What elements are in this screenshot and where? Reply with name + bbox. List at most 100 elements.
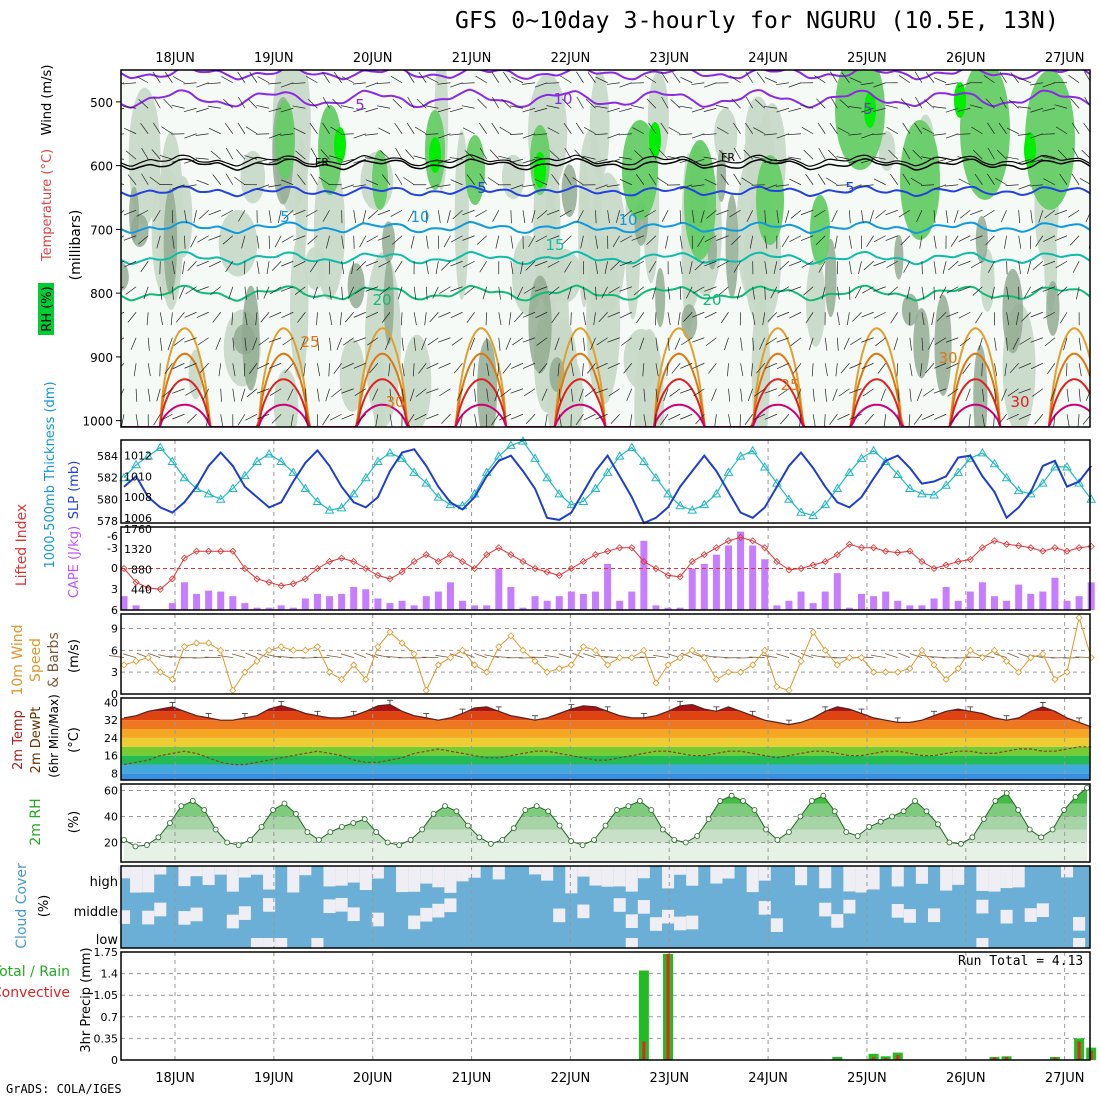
wind-barb <box>606 184 620 187</box>
wind-barb <box>416 98 427 109</box>
wind-barb <box>510 235 514 249</box>
surface-wind-barb <box>558 653 572 659</box>
wind-barb <box>994 363 998 377</box>
precip-unit-label: 3hr Precip (mm) <box>79 947 94 1052</box>
wind-barb <box>1018 184 1031 190</box>
cloud-mid-cell <box>432 903 445 918</box>
cloud-mid-cell <box>154 902 167 917</box>
wind-barb <box>280 157 294 160</box>
wind-barb <box>392 235 403 245</box>
rh-shade <box>805 256 826 347</box>
pressure-tick-label: 600 <box>90 160 113 174</box>
wind-barb <box>236 149 246 160</box>
wind-barb <box>489 149 500 160</box>
wind-barb <box>945 184 959 187</box>
rh-shade <box>878 130 896 172</box>
wind-barb <box>756 363 766 374</box>
wind-barb <box>147 337 150 351</box>
wind-barb <box>333 363 342 374</box>
wind-barb <box>464 286 475 296</box>
top-date-label: 25JUN <box>847 51 887 66</box>
wind-barb <box>244 155 258 160</box>
surface-wind-barb <box>158 654 173 659</box>
cape-bar <box>942 586 950 610</box>
wind-barb <box>336 337 342 351</box>
precip-tick-label: 0.7 <box>101 1011 119 1024</box>
cape-bar <box>785 600 793 610</box>
wind-barb <box>474 388 476 402</box>
wind-barb <box>643 414 647 427</box>
wind-barb <box>770 286 778 299</box>
wind-barb <box>256 105 270 109</box>
wind-speed-point <box>894 668 902 676</box>
cape-bar <box>434 591 442 610</box>
wind-speed-point <box>350 661 358 669</box>
wind-barb <box>508 312 512 326</box>
wind-barb <box>668 413 681 421</box>
wind-barb <box>912 149 923 160</box>
wind-barb <box>525 414 536 424</box>
wind-barb <box>621 337 632 346</box>
wind-barb <box>376 82 391 84</box>
wind-barb <box>353 311 366 318</box>
wind-barb <box>309 122 318 134</box>
wind-barb <box>263 286 270 299</box>
lifted-index-point <box>434 558 442 566</box>
lifted-index-point <box>567 564 575 573</box>
temp-tick-label: 32 <box>104 714 118 727</box>
surface-wind-barb <box>266 654 282 659</box>
wind-barb <box>949 414 959 425</box>
wind-barb <box>776 133 790 139</box>
wind-barb <box>788 260 802 267</box>
thickness-point <box>373 456 383 466</box>
rh-2m-point <box>1084 785 1090 791</box>
thickness-point <box>433 492 444 501</box>
thickness-point <box>820 499 831 509</box>
wind-barb <box>933 158 947 164</box>
wind-barb <box>776 107 790 113</box>
wind-barb <box>933 210 936 224</box>
contour-label: 5 <box>845 179 855 197</box>
cloud-high-cell <box>287 866 300 893</box>
wind-barb <box>269 388 282 396</box>
wind-barb <box>516 286 524 299</box>
wind-barb <box>172 184 185 190</box>
wind-barb <box>643 388 646 402</box>
wind-barb <box>919 235 923 249</box>
wind-speed-point <box>616 654 624 662</box>
precip-total-label: Total / Rain <box>0 964 70 980</box>
wind-barb <box>558 414 562 427</box>
wind-barb <box>147 388 151 402</box>
pressure-tick-label: 800 <box>90 287 113 301</box>
top-date-label: 20JUN <box>353 51 393 66</box>
wind-barb <box>317 388 320 402</box>
top-date-label: 22JUN <box>551 51 591 66</box>
rh-2m-point <box>430 811 437 817</box>
wind-barb <box>587 363 596 374</box>
top-date-label: 23JUN <box>649 51 689 66</box>
wind-speed-point <box>289 646 297 654</box>
wind-barb <box>523 388 536 397</box>
rh-shade <box>901 293 919 326</box>
rh-2m-point <box>212 826 219 833</box>
wind-barb <box>377 105 391 109</box>
wind-barb <box>353 210 357 224</box>
wind-barb <box>297 174 306 185</box>
thickness-point <box>590 483 601 493</box>
contour-label: 10 <box>618 211 637 229</box>
wind-barb <box>184 362 197 369</box>
cape-bar <box>700 563 708 610</box>
wind-barb <box>332 98 342 109</box>
wind-barb <box>921 312 925 326</box>
wind-barb <box>342 337 354 346</box>
lifted-index-point <box>507 551 515 559</box>
wind-barb <box>123 209 137 216</box>
wind-barb <box>1006 261 1008 275</box>
cloud-low-cell <box>263 938 276 948</box>
wind-barb <box>313 286 318 300</box>
surface-wind-barb <box>123 653 137 659</box>
wind-barb <box>535 311 548 319</box>
wind-barb <box>691 184 705 187</box>
wind-barb <box>739 414 741 427</box>
wind-barb <box>546 82 560 84</box>
